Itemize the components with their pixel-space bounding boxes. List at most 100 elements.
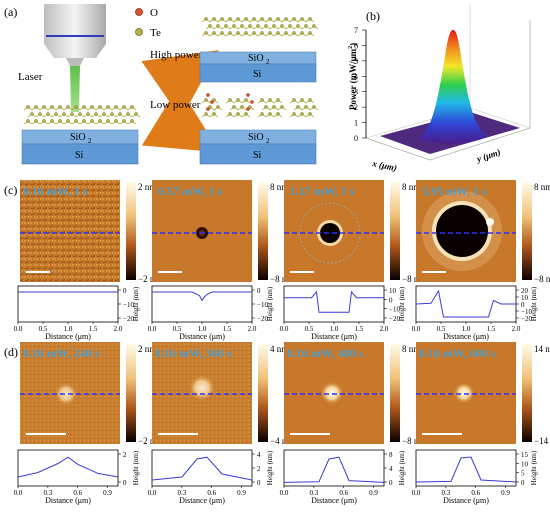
objective-lens (44, 4, 106, 66)
y-tick-label: 10 (521, 460, 529, 468)
x-tick-label: 1.5 (487, 325, 496, 333)
te-atom (98, 119, 102, 123)
y-tick-label: 8 (389, 451, 393, 459)
te-atom (78, 112, 82, 116)
x-tick-label: 0.0 (412, 325, 421, 333)
te-atom (118, 112, 122, 116)
sio2-sub-lp: 2 (266, 137, 270, 145)
x-tick-label: 0.9 (501, 489, 510, 497)
afm-image-c4: 5.95 mW, 1 s (416, 180, 516, 282)
te-atom (244, 112, 248, 116)
te-atom (240, 24, 244, 28)
colorbar-d1 (126, 344, 136, 442)
low-power-substrate: SiO 2 Si (199, 93, 319, 165)
te-atom (204, 31, 208, 35)
colorbar-max-d4: 14 nm (534, 344, 550, 354)
te-atom (304, 24, 308, 28)
te-atom (272, 24, 276, 28)
te-atom (122, 119, 126, 123)
y-tick-label: 0 (123, 287, 127, 295)
colorbar-max-c4: 8 nm (534, 182, 550, 192)
te-atom (312, 24, 316, 28)
te-atom (308, 98, 312, 102)
te-atom (90, 105, 94, 109)
te-atom (244, 17, 248, 21)
profile-frame (283, 285, 385, 323)
y-tick-label: 10 (389, 287, 397, 295)
te-atom (212, 17, 216, 21)
panel-label-b: (b) (366, 9, 380, 23)
x-axis-label: Distance (μm) (311, 496, 357, 505)
te-atom (244, 98, 248, 102)
te-atom (50, 119, 54, 123)
x-tick-label: 0.0 (412, 489, 421, 497)
te-atom (268, 98, 272, 102)
x-tick-label: 0.3 (177, 489, 186, 497)
colorbar-max-c1: 2 nm (138, 182, 156, 192)
x-tick-label: 2.0 (512, 325, 521, 333)
te-atom (82, 105, 86, 109)
te-atom (42, 105, 46, 109)
te-atom (134, 112, 138, 116)
colorbar-min-c1: −2 nm (138, 274, 161, 284)
x-axis-label: Distance (μm) (179, 496, 225, 505)
te-atom (34, 105, 38, 109)
y-tick-label: −10 (389, 306, 400, 314)
te-atom (268, 31, 272, 35)
x-tick-label: 1.0 (462, 325, 471, 333)
sio2-label-left: SiO (70, 132, 86, 143)
te-atom (260, 17, 264, 21)
x-tick-label: 0.5 (437, 325, 446, 333)
te-atom (70, 112, 74, 116)
profile-line (284, 290, 384, 313)
laser-label: Laser (18, 71, 43, 83)
y-tick-label: −10 (123, 301, 134, 309)
te-atom (292, 98, 296, 102)
te-atom (74, 119, 78, 123)
x-tick-label: 2.0 (114, 325, 123, 333)
z-tick-label: 6 (354, 41, 358, 50)
te-atom (216, 105, 220, 109)
te-atom (292, 31, 296, 35)
colorbar-d3 (390, 344, 400, 442)
x-tick-label: 1.0 (330, 325, 339, 333)
te-atom (82, 119, 86, 123)
profile-line (415, 456, 517, 483)
x-axis-label: x (μm) (371, 158, 398, 173)
o-atom (250, 100, 254, 104)
profile-line (151, 456, 253, 481)
profile-line (415, 289, 516, 318)
laser-beam (70, 66, 80, 112)
te-atom (26, 105, 30, 109)
x-tick-label: 1.0 (198, 325, 207, 333)
colorbar-min-c2: −8 nm (270, 274, 293, 284)
te-atom (212, 112, 216, 116)
sio2-label-hp: SiO (248, 53, 264, 64)
te-atom (272, 105, 276, 109)
o-atom (206, 93, 210, 97)
left-substrate: SiO 2 Si (21, 105, 141, 165)
x-tick-label: 1.5 (223, 325, 232, 333)
legend-o: O (150, 7, 158, 19)
te-atom (252, 17, 256, 21)
te-atom (130, 119, 134, 123)
x-axis-label: Distance (μm) (443, 496, 489, 505)
y-axis-label: Height (nm) (132, 286, 140, 321)
x-tick-label: 0.0 (280, 489, 289, 497)
z-axis-label: Power (mW/μm2) (348, 43, 358, 110)
y-axis-label: y (μm) (475, 147, 502, 164)
te-atom (248, 24, 252, 28)
te-atom (308, 31, 312, 35)
x-tick-label: 0.6 (73, 489, 82, 497)
y-tick-label: −10 (521, 308, 532, 316)
te-atom (304, 105, 308, 109)
x-tick-label: 0.3 (441, 489, 450, 497)
afm-label-d2: 0.16 mW, 360 s (155, 346, 232, 360)
te-atom (260, 112, 264, 116)
z-tick-label: 2 (354, 103, 358, 112)
y-tick-label: −20 (521, 315, 532, 323)
te-atom (38, 112, 42, 116)
o-atom (246, 93, 250, 97)
z-tick-label: 0 (354, 134, 358, 143)
